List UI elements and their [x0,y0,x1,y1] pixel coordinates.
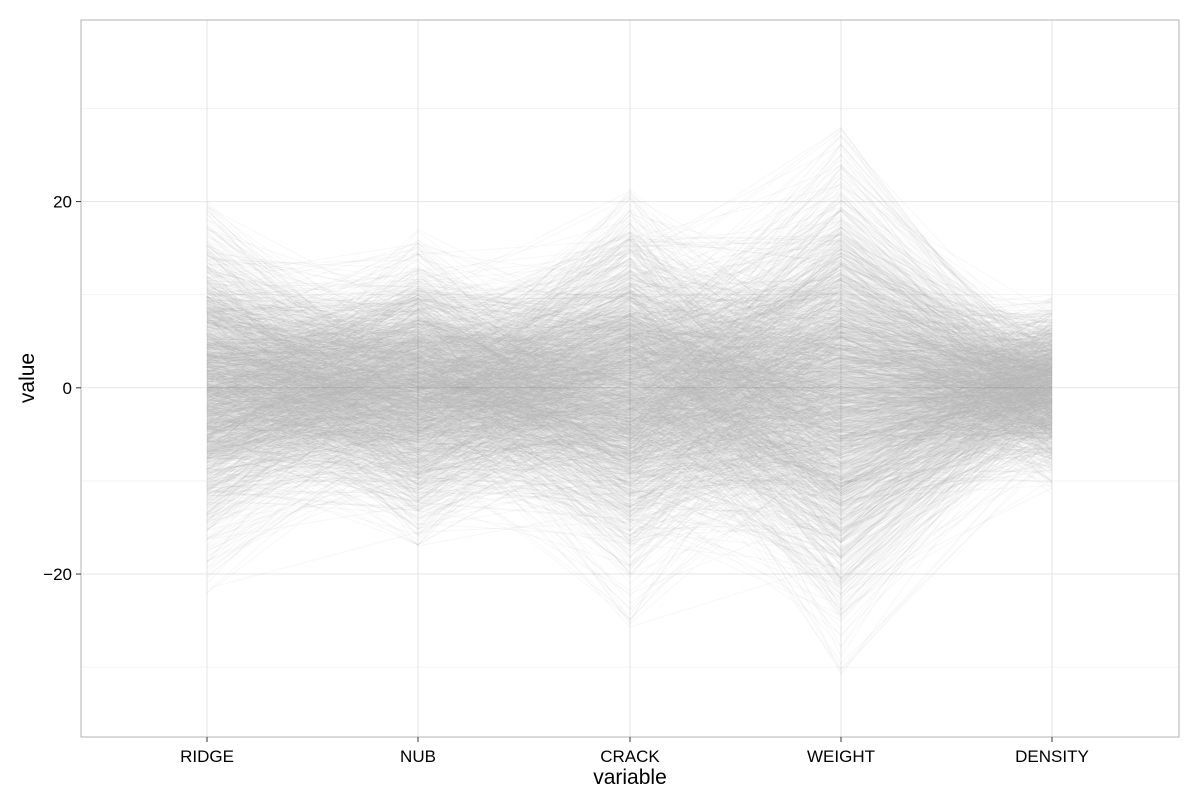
x-axis-title: variable [593,766,667,789]
lines-layer [207,128,1052,675]
y-tick-label: 0 [63,379,72,398]
x-tick-label: WEIGHT [807,747,875,766]
x-tick-label: NUB [400,747,436,766]
x-tick-label: CRACK [600,747,660,766]
y-tick-label: 20 [53,193,72,212]
grid-layer [81,20,1179,737]
x-tick-label: DENSITY [1015,747,1089,766]
y-tick-label: −20 [43,565,72,584]
ticks-layer: −20 0 20 RIDGE NUB CRACK WEIGHT DENSITY [43,193,1089,766]
y-axis-title: value [16,353,39,403]
x-tick-label: RIDGE [180,747,234,766]
